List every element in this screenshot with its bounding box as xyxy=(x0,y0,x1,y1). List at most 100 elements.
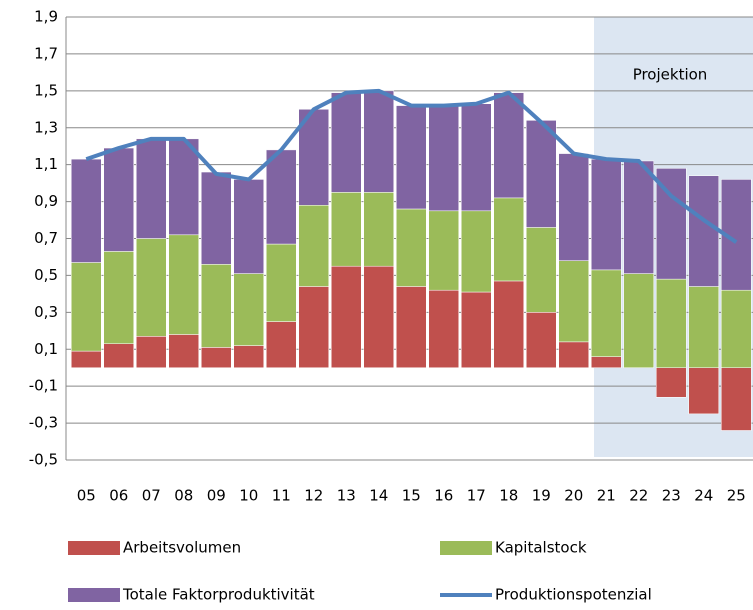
x-tick-label: 13 xyxy=(337,487,356,505)
bar xyxy=(688,286,719,368)
bar xyxy=(558,153,589,261)
bar xyxy=(71,262,102,352)
bar xyxy=(526,312,557,368)
y-tick-label: 0,5 xyxy=(34,266,58,284)
bar xyxy=(493,197,524,282)
bar xyxy=(396,208,427,287)
bar xyxy=(103,251,134,344)
bar xyxy=(168,334,199,368)
x-tick-label: 11 xyxy=(272,487,291,505)
y-tick-label: 0,7 xyxy=(34,229,58,247)
y-tick-label: 1,3 xyxy=(34,118,58,136)
bar xyxy=(266,243,297,322)
bar xyxy=(103,343,134,368)
y-tick-label: 1,7 xyxy=(34,44,58,62)
x-tick-label: 22 xyxy=(629,487,648,505)
y-tick-label: 1,1 xyxy=(34,155,58,173)
y-tick-label: 0,9 xyxy=(34,192,58,210)
bar xyxy=(331,265,362,368)
bar xyxy=(721,367,752,431)
bar xyxy=(298,109,329,206)
x-tick-label: 23 xyxy=(662,487,681,505)
bar xyxy=(721,289,752,368)
bar xyxy=(168,138,199,236)
bar xyxy=(461,291,492,368)
x-tick-label: 14 xyxy=(369,487,388,505)
x-tick-label: 19 xyxy=(532,487,551,505)
bar xyxy=(201,264,232,348)
bar xyxy=(331,92,362,193)
bar xyxy=(428,210,459,291)
bar xyxy=(428,105,459,212)
bar xyxy=(363,192,394,267)
x-tick-label: 20 xyxy=(564,487,583,505)
bar xyxy=(233,273,264,346)
x-tick-label: 10 xyxy=(239,487,258,505)
legend-label: Totale Faktorproduktivität xyxy=(122,586,315,604)
bar xyxy=(71,350,102,368)
bar xyxy=(331,192,362,267)
bar xyxy=(558,260,589,343)
bar xyxy=(623,160,654,274)
x-tick-label: 24 xyxy=(694,487,713,505)
bar xyxy=(493,280,524,368)
bar xyxy=(168,234,199,335)
bar xyxy=(558,341,589,368)
bar xyxy=(201,347,232,368)
bar xyxy=(428,289,459,368)
bar xyxy=(656,367,687,398)
bar xyxy=(71,158,102,263)
legend-swatch xyxy=(68,588,120,602)
y-tick-label: -0,5 xyxy=(29,451,58,469)
bar xyxy=(298,286,329,368)
x-tick-label: 06 xyxy=(109,487,128,505)
y-tick-label: 1,5 xyxy=(34,81,58,99)
bar xyxy=(526,227,557,313)
bar xyxy=(591,158,622,271)
legend-swatch xyxy=(68,541,120,555)
bar xyxy=(396,105,427,210)
bar xyxy=(591,356,622,368)
x-tick-label: 16 xyxy=(434,487,453,505)
bar xyxy=(656,278,687,368)
bar xyxy=(461,210,492,293)
y-tick-label: 1,9 xyxy=(34,8,58,26)
bar xyxy=(688,367,719,415)
legend-label: Produktionspotenzial xyxy=(495,586,652,604)
bar xyxy=(591,269,622,357)
x-tick-label: 15 xyxy=(402,487,421,505)
bar xyxy=(233,345,264,368)
bar xyxy=(201,171,232,265)
x-tick-label: 05 xyxy=(77,487,96,505)
bar xyxy=(623,273,654,368)
bar xyxy=(298,205,329,287)
x-tick-label: 07 xyxy=(142,487,161,505)
y-tick-label: 0,1 xyxy=(34,340,58,358)
y-tick-label: -0,1 xyxy=(29,377,58,395)
x-tick-label: 12 xyxy=(304,487,323,505)
bar xyxy=(493,92,524,199)
bar xyxy=(266,321,297,368)
bar xyxy=(136,138,167,239)
x-tick-label: 09 xyxy=(207,487,226,505)
bar xyxy=(396,286,427,368)
legend-swatch xyxy=(440,541,492,555)
bar xyxy=(233,179,264,274)
bar xyxy=(136,238,167,337)
x-tick-label: 25 xyxy=(727,487,746,505)
annotation: Projektion xyxy=(633,66,708,84)
bar xyxy=(103,147,134,252)
bar xyxy=(363,90,394,193)
legend-label: Arbeitsvolumen xyxy=(123,539,241,557)
bar xyxy=(526,120,557,228)
y-tick-label: -0,3 xyxy=(29,414,58,432)
bar xyxy=(136,336,167,368)
line xyxy=(85,88,738,244)
legend-label: Kapitalstock xyxy=(495,539,587,557)
x-tick-label: 18 xyxy=(499,487,518,505)
bar xyxy=(363,265,394,368)
bar xyxy=(461,103,492,212)
x-tick-label: 08 xyxy=(174,487,193,505)
bar xyxy=(688,175,719,287)
